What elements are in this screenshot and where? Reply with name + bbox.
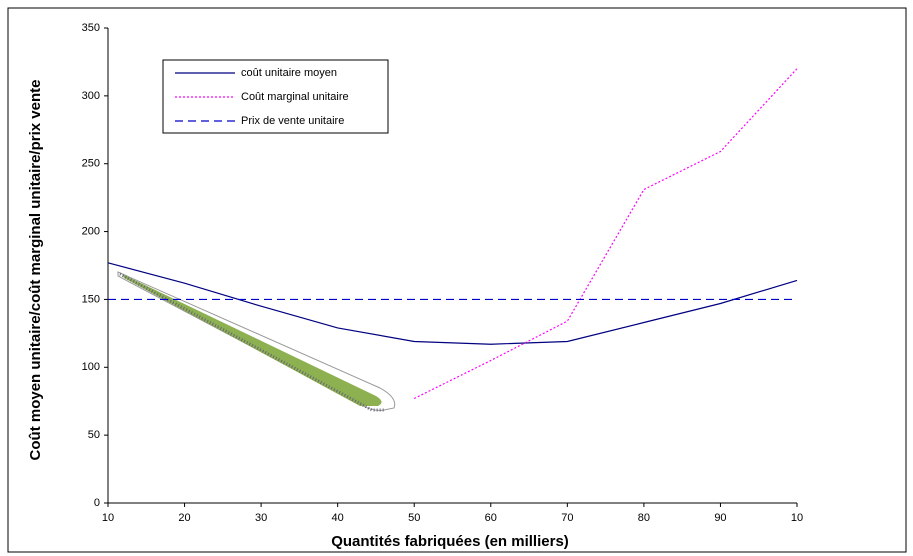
x-tick-label: 20	[178, 512, 190, 524]
chart: Quantités fabriquées (en milliers) Coût …	[0, 0, 913, 556]
y-tick-label: 50	[88, 429, 100, 441]
x-axis-label: Quantités fabriquées (en milliers)	[331, 533, 569, 550]
y-tick-label: 250	[82, 158, 100, 170]
x-tick-label: 50	[408, 512, 420, 524]
x-tick-label: 80	[638, 512, 650, 524]
y-tick-label: 300	[82, 90, 100, 102]
legend-label: Prix de vente unitaire	[241, 115, 344, 127]
y-tick-label: 350	[82, 22, 100, 34]
y-tick-label: 0	[94, 497, 100, 509]
legend-label: coût unitaire moyen	[241, 67, 337, 79]
y-tick-label: 150	[82, 293, 100, 305]
x-tick-label: 30	[255, 512, 267, 524]
x-tick-label: 10	[102, 512, 114, 524]
legend-label: Coût marginal unitaire	[241, 91, 349, 103]
y-tick-label: 100	[82, 361, 100, 373]
legend: coût unitaire moyen Coût marginal unitair…	[163, 60, 388, 133]
y-tick-label: 200	[82, 225, 100, 237]
x-tick-label: 40	[332, 512, 344, 524]
chart-frame	[8, 8, 906, 552]
x-tick-label: 70	[561, 512, 573, 524]
y-axis-label: Coût moyen unitaire/coût marginal unitai…	[27, 80, 44, 461]
x-tick-label: 90	[714, 512, 726, 524]
x-tick-label: 10	[791, 512, 803, 524]
x-tick-label: 60	[485, 512, 497, 524]
